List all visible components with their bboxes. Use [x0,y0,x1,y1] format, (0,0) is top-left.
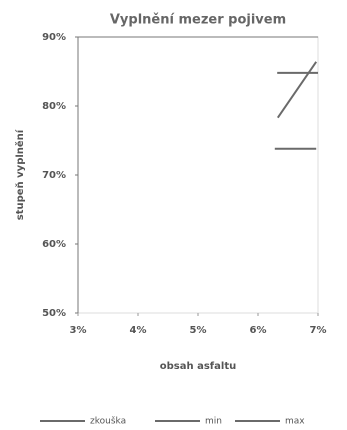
chart-title: Vyplnění mezer pojivem [110,13,286,28]
plot-frame [77,36,319,314]
y-tick-label: 60% [42,239,66,250]
y-tick-label: 80% [42,101,66,112]
x-tick-label: 7% [310,325,327,336]
y-tick-label: 90% [42,32,66,43]
x-tick-label: 5% [190,325,207,336]
series-line [276,61,318,119]
x-tick-label: 3% [70,325,87,336]
x-tick-label: 6% [250,325,267,336]
legend-label: min [205,417,222,427]
legend-label: max [285,417,305,427]
y-tick-label: 70% [42,170,66,181]
y-tick-label: 50% [42,308,66,319]
x-tick-label: 4% [130,325,147,336]
legend-label: zkouška [90,416,126,427]
x-axis-label: obsah asfaltu [160,361,236,372]
y-axis-label: stupeň vyplnění [14,129,26,220]
